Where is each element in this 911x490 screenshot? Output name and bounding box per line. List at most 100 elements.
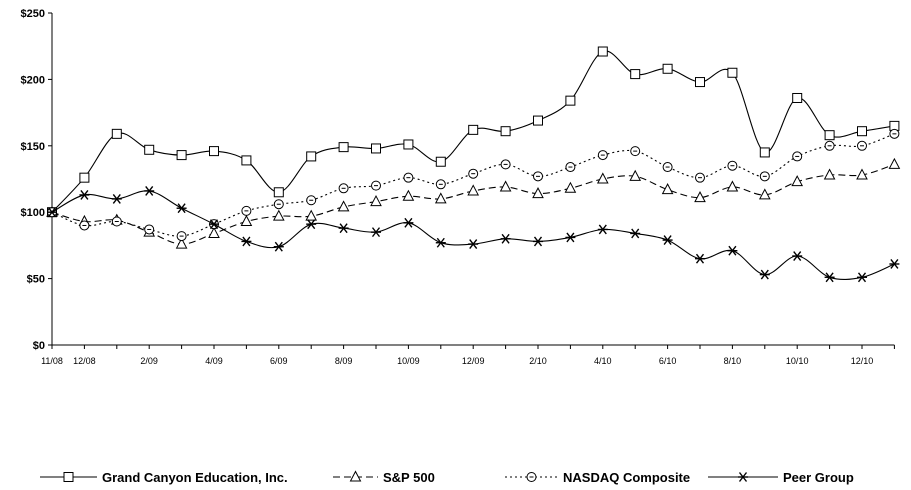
asterisk-stroke <box>663 235 672 246</box>
legend-marker <box>349 470 362 482</box>
asterisk-stroke <box>209 219 219 230</box>
x-tick-label: 11/08 <box>41 356 63 366</box>
data-point-circle <box>435 179 446 190</box>
data-point-circle <box>371 180 381 191</box>
y-tick-label: $0 <box>33 340 45 352</box>
data-point-square <box>565 95 576 106</box>
x-tick-label: 6/09 <box>270 356 288 366</box>
asterisk-stroke <box>738 472 748 482</box>
asterisk-stroke <box>566 232 575 243</box>
data-point-circle <box>824 140 835 151</box>
data-point-square <box>306 151 317 162</box>
x-tick-label: 10/10 <box>786 356 809 366</box>
data-point-square <box>695 77 705 88</box>
data-point-square <box>630 69 641 80</box>
data-point-square <box>403 139 414 150</box>
data-point-asterisk <box>273 241 284 252</box>
data-point-square <box>597 46 608 57</box>
x-tick-label: 12/08 <box>73 356 96 366</box>
data-point-asterisk <box>889 259 900 269</box>
data-point-circle <box>403 172 414 183</box>
x-tick-label: 10/09 <box>397 356 420 366</box>
data-point-triangle <box>694 191 706 203</box>
data-point-circle <box>630 146 641 157</box>
data-point-square <box>857 126 867 137</box>
data-point-circle <box>565 162 576 173</box>
data-point-asterisk <box>792 251 803 261</box>
data-point-square <box>435 156 446 167</box>
data-point-asterisk <box>565 232 576 243</box>
series-grand-canyon-education-inc <box>47 46 900 218</box>
data-point-triangle <box>370 195 382 207</box>
data-point-triangle <box>629 169 642 181</box>
data-point-triangle <box>758 188 771 200</box>
data-point-asterisk <box>500 233 511 244</box>
x-tick-label: 12/10 <box>851 356 874 366</box>
asterisk-stroke <box>339 223 348 234</box>
legend-item: NASDAQ Composite <box>505 470 690 485</box>
data-point-triangle <box>467 184 480 196</box>
data-point-square <box>241 155 252 166</box>
data-point-triangle <box>596 172 609 184</box>
data-point-circle <box>533 171 543 182</box>
data-point-circle <box>695 172 705 183</box>
data-point-asterisk <box>695 253 705 264</box>
data-point-asterisk <box>468 239 479 250</box>
data-point-circle <box>241 205 252 216</box>
data-point-circle <box>857 140 867 151</box>
data-point-square <box>727 67 738 78</box>
data-point-asterisk <box>662 235 673 246</box>
data-point-square <box>824 130 835 141</box>
data-point-circle <box>176 231 187 242</box>
x-tick-label: 8/10 <box>724 356 742 366</box>
asterisk-stroke <box>112 193 121 204</box>
data-point-square <box>533 115 543 126</box>
asterisk-stroke <box>469 239 478 250</box>
data-point-square <box>500 126 511 137</box>
data-point-circle <box>597 150 608 161</box>
data-point-asterisk <box>403 217 414 228</box>
data-point-square <box>176 150 187 161</box>
legend-marker <box>63 472 74 482</box>
data-point-square <box>209 146 219 157</box>
data-point-triangle <box>661 183 674 195</box>
data-point-square <box>338 142 349 153</box>
data-point-circle <box>111 216 122 227</box>
data-point-square <box>468 124 479 135</box>
legend: Grand Canyon Education, Inc. S&P 500 NASDA… <box>40 470 854 485</box>
asterisk-stroke <box>371 227 381 238</box>
data-point-asterisk <box>435 237 446 248</box>
asterisk-stroke <box>631 228 640 239</box>
y-tick-label: $50 <box>27 274 45 286</box>
data-point-triangle <box>726 180 739 192</box>
x-tick-label: 4/10 <box>594 356 612 366</box>
y-tick-label: $200 <box>21 74 45 86</box>
data-point-triangle <box>499 180 512 192</box>
data-point-asterisk <box>144 186 155 196</box>
asterisk-stroke <box>695 253 705 264</box>
data-point-triangle <box>272 209 285 221</box>
data-point-triangle <box>175 237 188 249</box>
data-point-triangle <box>564 181 577 193</box>
data-point-triangle <box>240 214 253 226</box>
data-point-circle <box>338 183 349 194</box>
data-point-triangle <box>532 187 544 199</box>
asterisk-stroke <box>598 224 607 235</box>
data-point-circle <box>727 160 738 171</box>
legend-label: NASDAQ Composite <box>563 470 690 485</box>
data-point-triangle <box>434 192 447 204</box>
x-tick-label: 8/09 <box>335 356 353 366</box>
data-point-circle <box>792 151 803 162</box>
data-point-triangle <box>791 175 804 187</box>
data-point-asterisk <box>176 203 187 214</box>
y-tick-label: $250 <box>21 8 45 20</box>
data-point-asterisk <box>630 228 641 239</box>
x-tick-label: 6/10 <box>659 356 677 366</box>
legend-label: Peer Group <box>783 470 854 485</box>
x-tick-label: 2/10 <box>529 356 547 366</box>
x-tick-label: 4/09 <box>205 356 223 366</box>
asterisk-stroke <box>760 269 769 280</box>
data-point-asterisk <box>857 272 867 283</box>
data-point-asterisk <box>79 190 90 200</box>
series-layer <box>46 46 901 283</box>
